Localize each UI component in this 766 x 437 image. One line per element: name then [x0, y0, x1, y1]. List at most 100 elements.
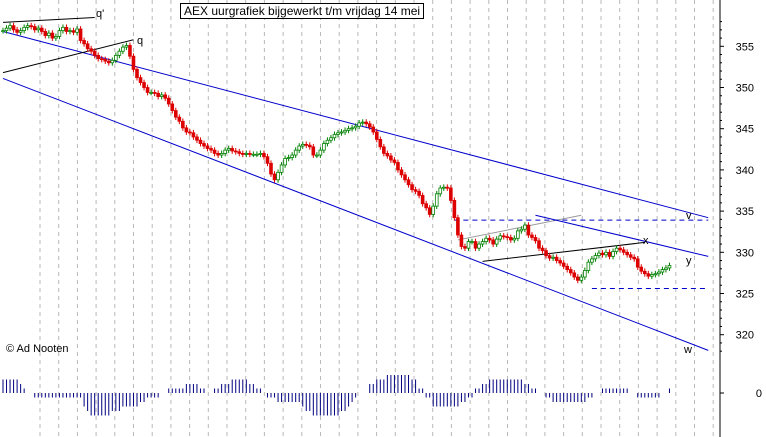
candle-body [237, 151, 242, 154]
candle-body [561, 262, 566, 267]
candle-body [628, 254, 633, 258]
y-tick-label: 350 [736, 83, 754, 95]
candle-body [43, 31, 48, 36]
candle-body [177, 116, 182, 122]
candle-body [212, 149, 217, 154]
candle-body [501, 235, 506, 238]
candle-body [22, 26, 26, 32]
candle-body [248, 153, 252, 155]
candle-body [233, 150, 238, 153]
candle-body [484, 237, 488, 242]
candle-body [138, 77, 143, 83]
candle-body [367, 123, 372, 128]
candle-body [114, 54, 118, 61]
line-label: q [137, 35, 143, 47]
candle-body [392, 159, 397, 163]
candle-body [117, 50, 122, 56]
candle-body [135, 68, 139, 79]
candle-body [660, 269, 665, 273]
candle-body [544, 250, 548, 256]
candle-body [131, 55, 136, 70]
candle-body [57, 30, 62, 37]
candle-body [374, 131, 379, 140]
candle-body [283, 157, 287, 166]
candle-body [540, 247, 545, 252]
candle-body [487, 237, 492, 241]
candle-body [547, 255, 552, 259]
candle-body [226, 148, 231, 151]
candle-body [441, 186, 446, 189]
candle-body [300, 143, 305, 147]
candle-body [11, 25, 16, 31]
candle-body [396, 162, 400, 171]
line-label: x [643, 235, 649, 247]
candle-body [621, 249, 626, 253]
candle-body [85, 43, 90, 50]
candle-body [265, 156, 270, 164]
candle-body [399, 169, 404, 176]
line-label: y [686, 255, 692, 267]
candle-body [311, 146, 316, 156]
candle-body [364, 121, 369, 125]
candle-body [600, 252, 605, 256]
candle-body [530, 234, 534, 238]
candle-body [371, 126, 376, 133]
candle-body [505, 236, 510, 239]
candle-body [473, 241, 478, 249]
candle-body [152, 92, 157, 94]
candle-body [593, 255, 598, 260]
candle-body [378, 139, 383, 148]
candle-body [434, 193, 439, 207]
candle-body [346, 128, 351, 131]
candle-body [230, 148, 235, 152]
candle-body [103, 59, 108, 62]
candle-body [32, 26, 37, 31]
osc-tick-label: 0 [756, 388, 762, 400]
candle-body [466, 241, 471, 249]
candle-body [290, 154, 294, 158]
candle-body [551, 256, 555, 259]
candle-body [54, 36, 58, 39]
candle-body [357, 122, 361, 127]
chart-credit: © Ad Nooten [6, 343, 69, 355]
candle-body [537, 240, 541, 249]
candle-body [565, 265, 570, 271]
candle-body [142, 82, 146, 88]
candle-body [219, 153, 224, 156]
candle-body [145, 87, 150, 93]
y-tick-label: 335 [736, 206, 754, 218]
candle-body [554, 256, 559, 261]
candle-body [92, 50, 97, 56]
candle-body [491, 239, 495, 245]
candle-body [202, 143, 206, 147]
candle-body [642, 270, 647, 275]
candle-body [424, 203, 428, 209]
candle-body [68, 30, 72, 33]
candle-body [611, 251, 615, 257]
trend-line [2, 39, 134, 74]
candle-body [251, 153, 256, 156]
candle-body [124, 45, 129, 48]
candle-body [61, 26, 65, 32]
candle-body [149, 92, 153, 94]
y-tick-label: 355 [736, 41, 754, 53]
candle-body [166, 97, 171, 105]
candle-body [403, 174, 407, 181]
trend-line [2, 77, 709, 351]
candle-body [339, 131, 344, 134]
trend-line [457, 214, 582, 241]
candle-body [512, 237, 517, 241]
line-label: w [683, 344, 692, 356]
candle-body [121, 46, 125, 52]
candle-body [459, 234, 464, 247]
candle-body [470, 241, 474, 243]
chart-title: AEX uurgrafiek bijgewerkt t/m vrijdag 14… [180, 3, 425, 19]
candle-body [106, 60, 111, 64]
candle-body [625, 251, 629, 256]
candle-body [258, 153, 263, 155]
candle-body [639, 266, 644, 272]
candle-body [89, 48, 93, 52]
y-tick-label: 330 [736, 247, 754, 259]
candle-body [15, 29, 19, 33]
